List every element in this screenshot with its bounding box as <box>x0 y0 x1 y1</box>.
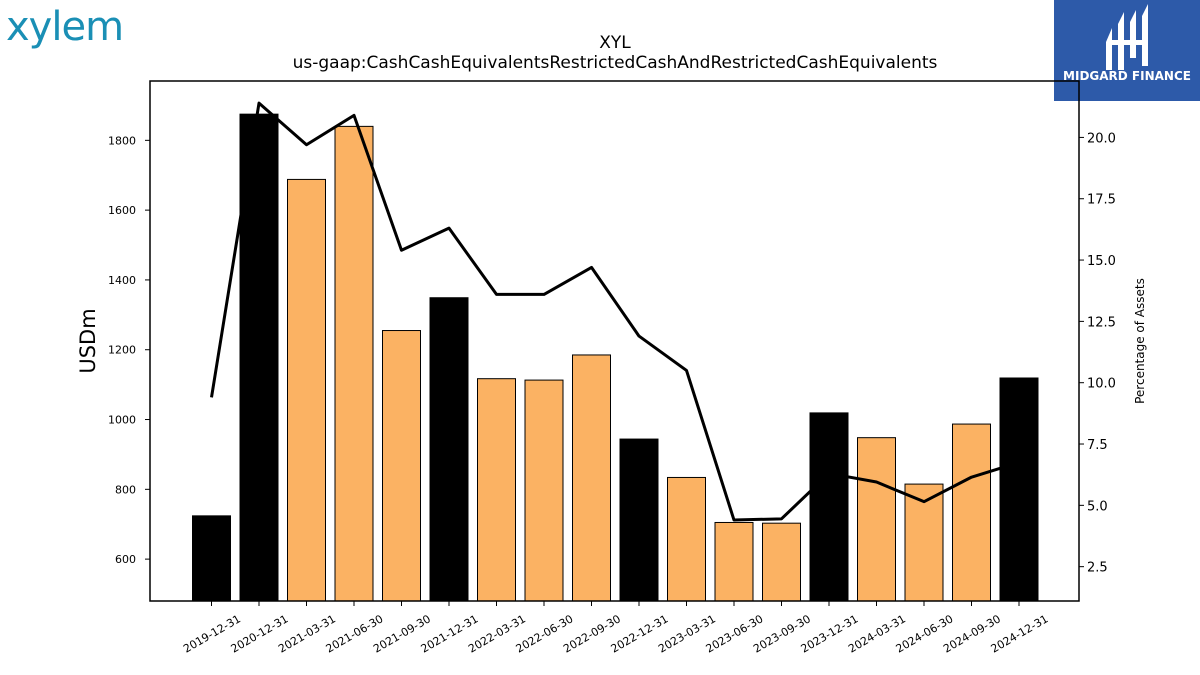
bar-2019-12-31 <box>192 515 231 602</box>
bar-2023-09-30 <box>762 522 801 602</box>
bar-2022-09-30 <box>572 354 611 602</box>
y-axis-label: USDm <box>76 308 100 373</box>
bar-2021-03-31 <box>287 178 326 602</box>
bar-2024-03-31 <box>857 437 896 602</box>
y2-tick-label: 5.0 <box>1087 499 1108 514</box>
right-y-axis: 2.5 5.0 7.5 10.0 12.5 15.0 17.5 20.0 <box>1079 131 1116 576</box>
bar-2020-12-31 <box>239 113 279 602</box>
left-y-axis: 600 800 1000 1200 1400 1600 1800 <box>108 134 150 566</box>
x-axis: 2019-12-312020-12-312021-03-312021-06-30… <box>181 601 1051 656</box>
y2-axis-label: Percentage of Assets <box>1133 278 1147 404</box>
y-tick-label: 1000 <box>108 414 136 427</box>
percentage-line <box>210 101 1020 522</box>
y-tick-label: 1200 <box>108 344 136 357</box>
plot-frame <box>149 80 1080 602</box>
y2-tick-label: 12.5 <box>1087 315 1116 330</box>
y-tick-label: 600 <box>115 553 136 566</box>
chart-title: XYL <box>599 33 631 53</box>
bar-2022-12-31 <box>619 438 659 602</box>
y2-tick-label: 10.0 <box>1087 377 1116 392</box>
bar-2023-06-30 <box>714 521 754 602</box>
bar-2022-06-30 <box>524 379 564 602</box>
y2-tick-label: 7.5 <box>1087 438 1108 453</box>
midgard-logo-text: MIDGARD FINANCE <box>1063 69 1191 83</box>
y-tick-label: 1400 <box>108 274 136 287</box>
bar-2024-09-30 <box>952 423 991 602</box>
midgard-emblem-icon <box>1106 4 1148 70</box>
bar-2023-03-31 <box>667 476 706 602</box>
bar-2024-12-31 <box>999 377 1039 602</box>
y-tick-label: 1800 <box>108 134 136 147</box>
chart-subtitle: us-gaap:CashCashEquivalentsRestrictedCas… <box>293 53 938 73</box>
bar-2022-03-31 <box>477 378 516 602</box>
y-tick-label: 800 <box>115 483 136 496</box>
y2-tick-label: 17.5 <box>1087 193 1116 208</box>
y2-tick-label: 20.0 <box>1087 131 1116 146</box>
bar-2023-12-31 <box>809 412 849 602</box>
bar-2021-09-30 <box>382 330 421 602</box>
midgard-finance-logo: MIDGARD FINANCE <box>1054 0 1200 101</box>
y2-tick-label: 2.5 <box>1087 561 1108 576</box>
bar-2021-12-31 <box>429 297 469 602</box>
y2-tick-label: 15.0 <box>1087 254 1116 269</box>
bar-series <box>192 113 1039 602</box>
xylem-logo: xylem <box>6 4 124 50</box>
bar-2021-06-30 <box>334 125 374 602</box>
bar-2024-06-30 <box>904 483 944 602</box>
y-tick-label: 1600 <box>108 204 136 217</box>
